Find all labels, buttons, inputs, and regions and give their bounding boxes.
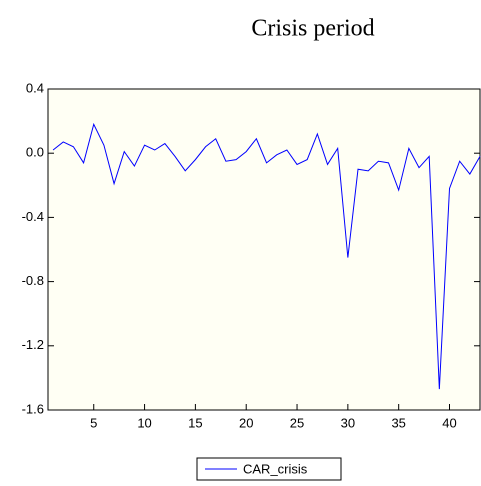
chart-title: Crisis period [251, 16, 374, 42]
plot-area [47, 88, 481, 411]
x-tick-label: 5 [90, 415, 97, 430]
legend-box [196, 457, 342, 481]
y-tick-label: -1.2 [22, 337, 44, 352]
legend-label: CAR_crisis [243, 461, 308, 476]
x-tick-label: 20 [239, 415, 253, 430]
x-tick-label: 25 [290, 415, 304, 430]
y-tick-label: 0.4 [26, 80, 44, 95]
x-tick-label: 10 [137, 415, 151, 430]
y-tick-label: -1.6 [22, 401, 44, 416]
y-tick-label: -0.8 [22, 273, 44, 288]
x-tick-label: 35 [391, 415, 405, 430]
x-tick-label: 15 [188, 415, 202, 430]
x-tick-label: 30 [341, 415, 355, 430]
series-line [52, 122, 481, 390]
y-tick-label: -0.4 [22, 209, 44, 224]
y-tick-label: 0.0 [26, 145, 44, 160]
x-tick-label: 40 [442, 415, 456, 430]
